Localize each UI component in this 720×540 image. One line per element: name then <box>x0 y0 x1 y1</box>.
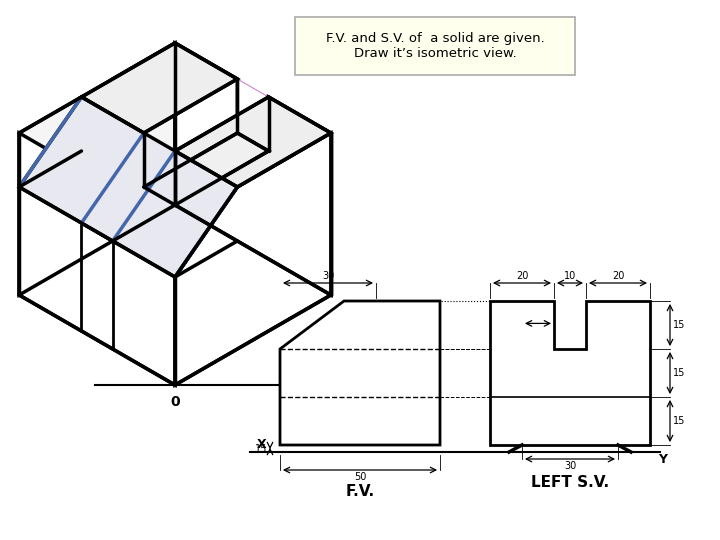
Polygon shape <box>490 301 650 445</box>
Text: Y: Y <box>658 453 667 466</box>
Text: 30: 30 <box>564 461 576 471</box>
Text: F.V.: F.V. <box>346 484 374 499</box>
Polygon shape <box>280 301 440 445</box>
Text: 10: 10 <box>564 271 576 281</box>
Polygon shape <box>19 133 175 385</box>
Text: 0: 0 <box>282 435 291 449</box>
Text: 50: 50 <box>354 472 366 482</box>
Text: LEFT S.V.: LEFT S.V. <box>531 475 609 490</box>
Text: 0: 0 <box>170 395 180 409</box>
Text: 20: 20 <box>612 271 624 281</box>
Text: 30: 30 <box>322 271 334 281</box>
Text: 10: 10 <box>528 312 541 321</box>
Polygon shape <box>19 97 238 277</box>
Polygon shape <box>175 97 331 187</box>
Text: 15: 15 <box>673 320 685 330</box>
Text: 20: 20 <box>516 271 528 281</box>
Text: F.V. and S.V. of  a solid are given.
Draw it’s isometric view.: F.V. and S.V. of a solid are given. Draw… <box>325 32 544 60</box>
Polygon shape <box>175 43 331 295</box>
Text: 15: 15 <box>255 443 267 454</box>
Text: X: X <box>257 438 267 451</box>
Polygon shape <box>144 133 269 205</box>
Polygon shape <box>175 133 331 385</box>
Text: 15: 15 <box>673 368 685 378</box>
Text: 15: 15 <box>673 416 685 426</box>
Polygon shape <box>81 43 238 133</box>
Bar <box>295 17 575 75</box>
Polygon shape <box>19 43 175 295</box>
